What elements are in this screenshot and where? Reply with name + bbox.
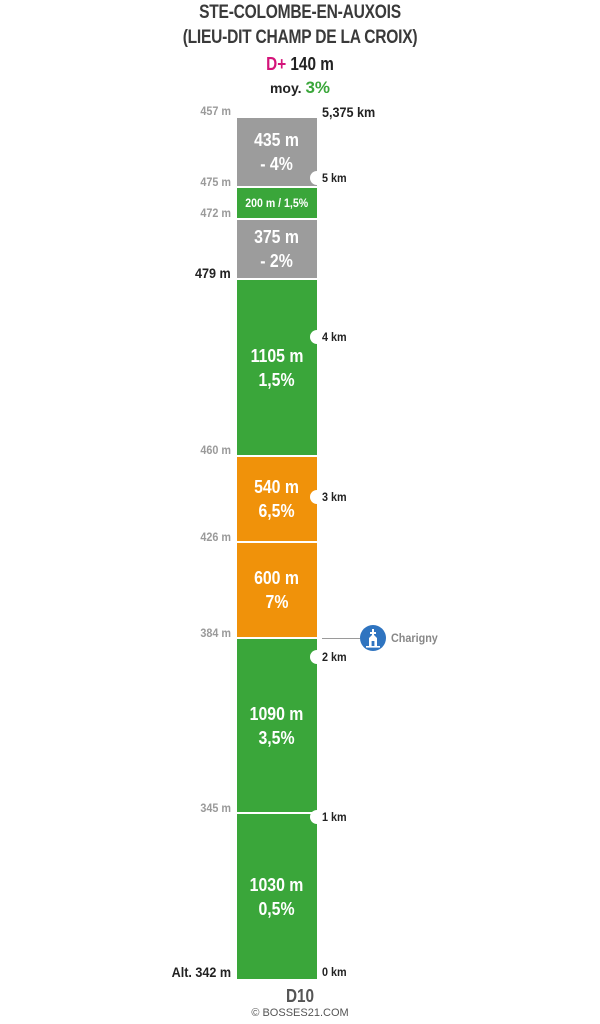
segment-grade: 3,5%	[258, 727, 296, 748]
segment-length: 1090 m	[250, 703, 304, 724]
altitude-label: 384 m	[200, 626, 231, 640]
segment-8: 1030 m 0,5%	[237, 814, 317, 979]
km-label: 0 km	[322, 965, 347, 979]
km-label: 3 km	[322, 490, 347, 504]
segment-grade: 0,5%	[258, 898, 296, 919]
title-line-2: (LIEU-DIT CHAMP DE LA CROIX)	[182, 27, 418, 48]
segment-length: 375 m	[254, 227, 300, 247]
elevation-gain: D+ 140 m	[45, 54, 555, 75]
segment-2: 200 m / 1,5%	[237, 188, 317, 220]
church-icon	[360, 625, 386, 651]
altitude-label: 472 m	[200, 206, 231, 220]
segment-grade: 1,5%	[258, 369, 296, 390]
poi-connector	[322, 638, 360, 639]
altitude-label: 457 m	[200, 104, 231, 118]
road-name: D10	[285, 986, 315, 1006]
moy-label: moy.	[269, 80, 302, 96]
segment-1: 435 m - 4%	[237, 118, 317, 188]
km-notch	[310, 171, 324, 185]
segment-5: 540 m 6,5%	[237, 457, 317, 543]
km-label: 1 km	[322, 810, 347, 824]
segment-length: 540 m	[254, 477, 300, 497]
poi-label: Charigny	[391, 631, 438, 645]
moy-value: 3%	[305, 78, 331, 97]
altitude-label: 475 m	[200, 175, 231, 189]
altitude-label: 426 m	[200, 530, 231, 544]
km-notch	[310, 490, 324, 504]
segment-6: 600 m 7%	[237, 543, 317, 639]
km-notch	[310, 650, 324, 664]
segment-grade: 6,5%	[258, 501, 296, 521]
altitude-label: 345 m	[200, 801, 231, 815]
segment-grade: - 4%	[260, 154, 294, 174]
segment-7: 1090 m 3,5%	[237, 639, 317, 814]
segment-length: 435 m	[254, 130, 300, 150]
dplus-label: D+	[266, 54, 287, 74]
km-notch	[310, 810, 324, 824]
km-label: 2 km	[322, 650, 347, 664]
segment-length: 1030 m	[250, 874, 304, 895]
total-distance-label: 5,375 km	[322, 104, 376, 120]
average-grade: moy. 3%	[0, 78, 600, 98]
km-label: 4 km	[322, 330, 347, 344]
segment-grade: - 2%	[260, 251, 294, 271]
km-label: 5 km	[322, 171, 347, 185]
segment-grade: 7%	[265, 592, 289, 612]
altitude-label: 479 m	[195, 265, 231, 281]
segment-4: 1105 m 1,5%	[237, 280, 317, 457]
segment-length: 600 m	[254, 568, 300, 588]
altitude-label: 460 m	[200, 443, 231, 457]
dplus-value: 140 m	[290, 54, 334, 74]
segment-length: 200 m / 1,5%	[245, 196, 309, 210]
title-line-1: STE-COLOMBE-EN-AUXOIS	[199, 2, 401, 23]
segment-3: 375 m - 2%	[237, 220, 317, 280]
copyright: © BOSSES21.COM	[251, 1007, 349, 1019]
km-notch	[310, 330, 324, 344]
segment-length: 1105 m	[250, 345, 304, 366]
start-altitude-label: Alt. 342 m	[171, 964, 231, 980]
